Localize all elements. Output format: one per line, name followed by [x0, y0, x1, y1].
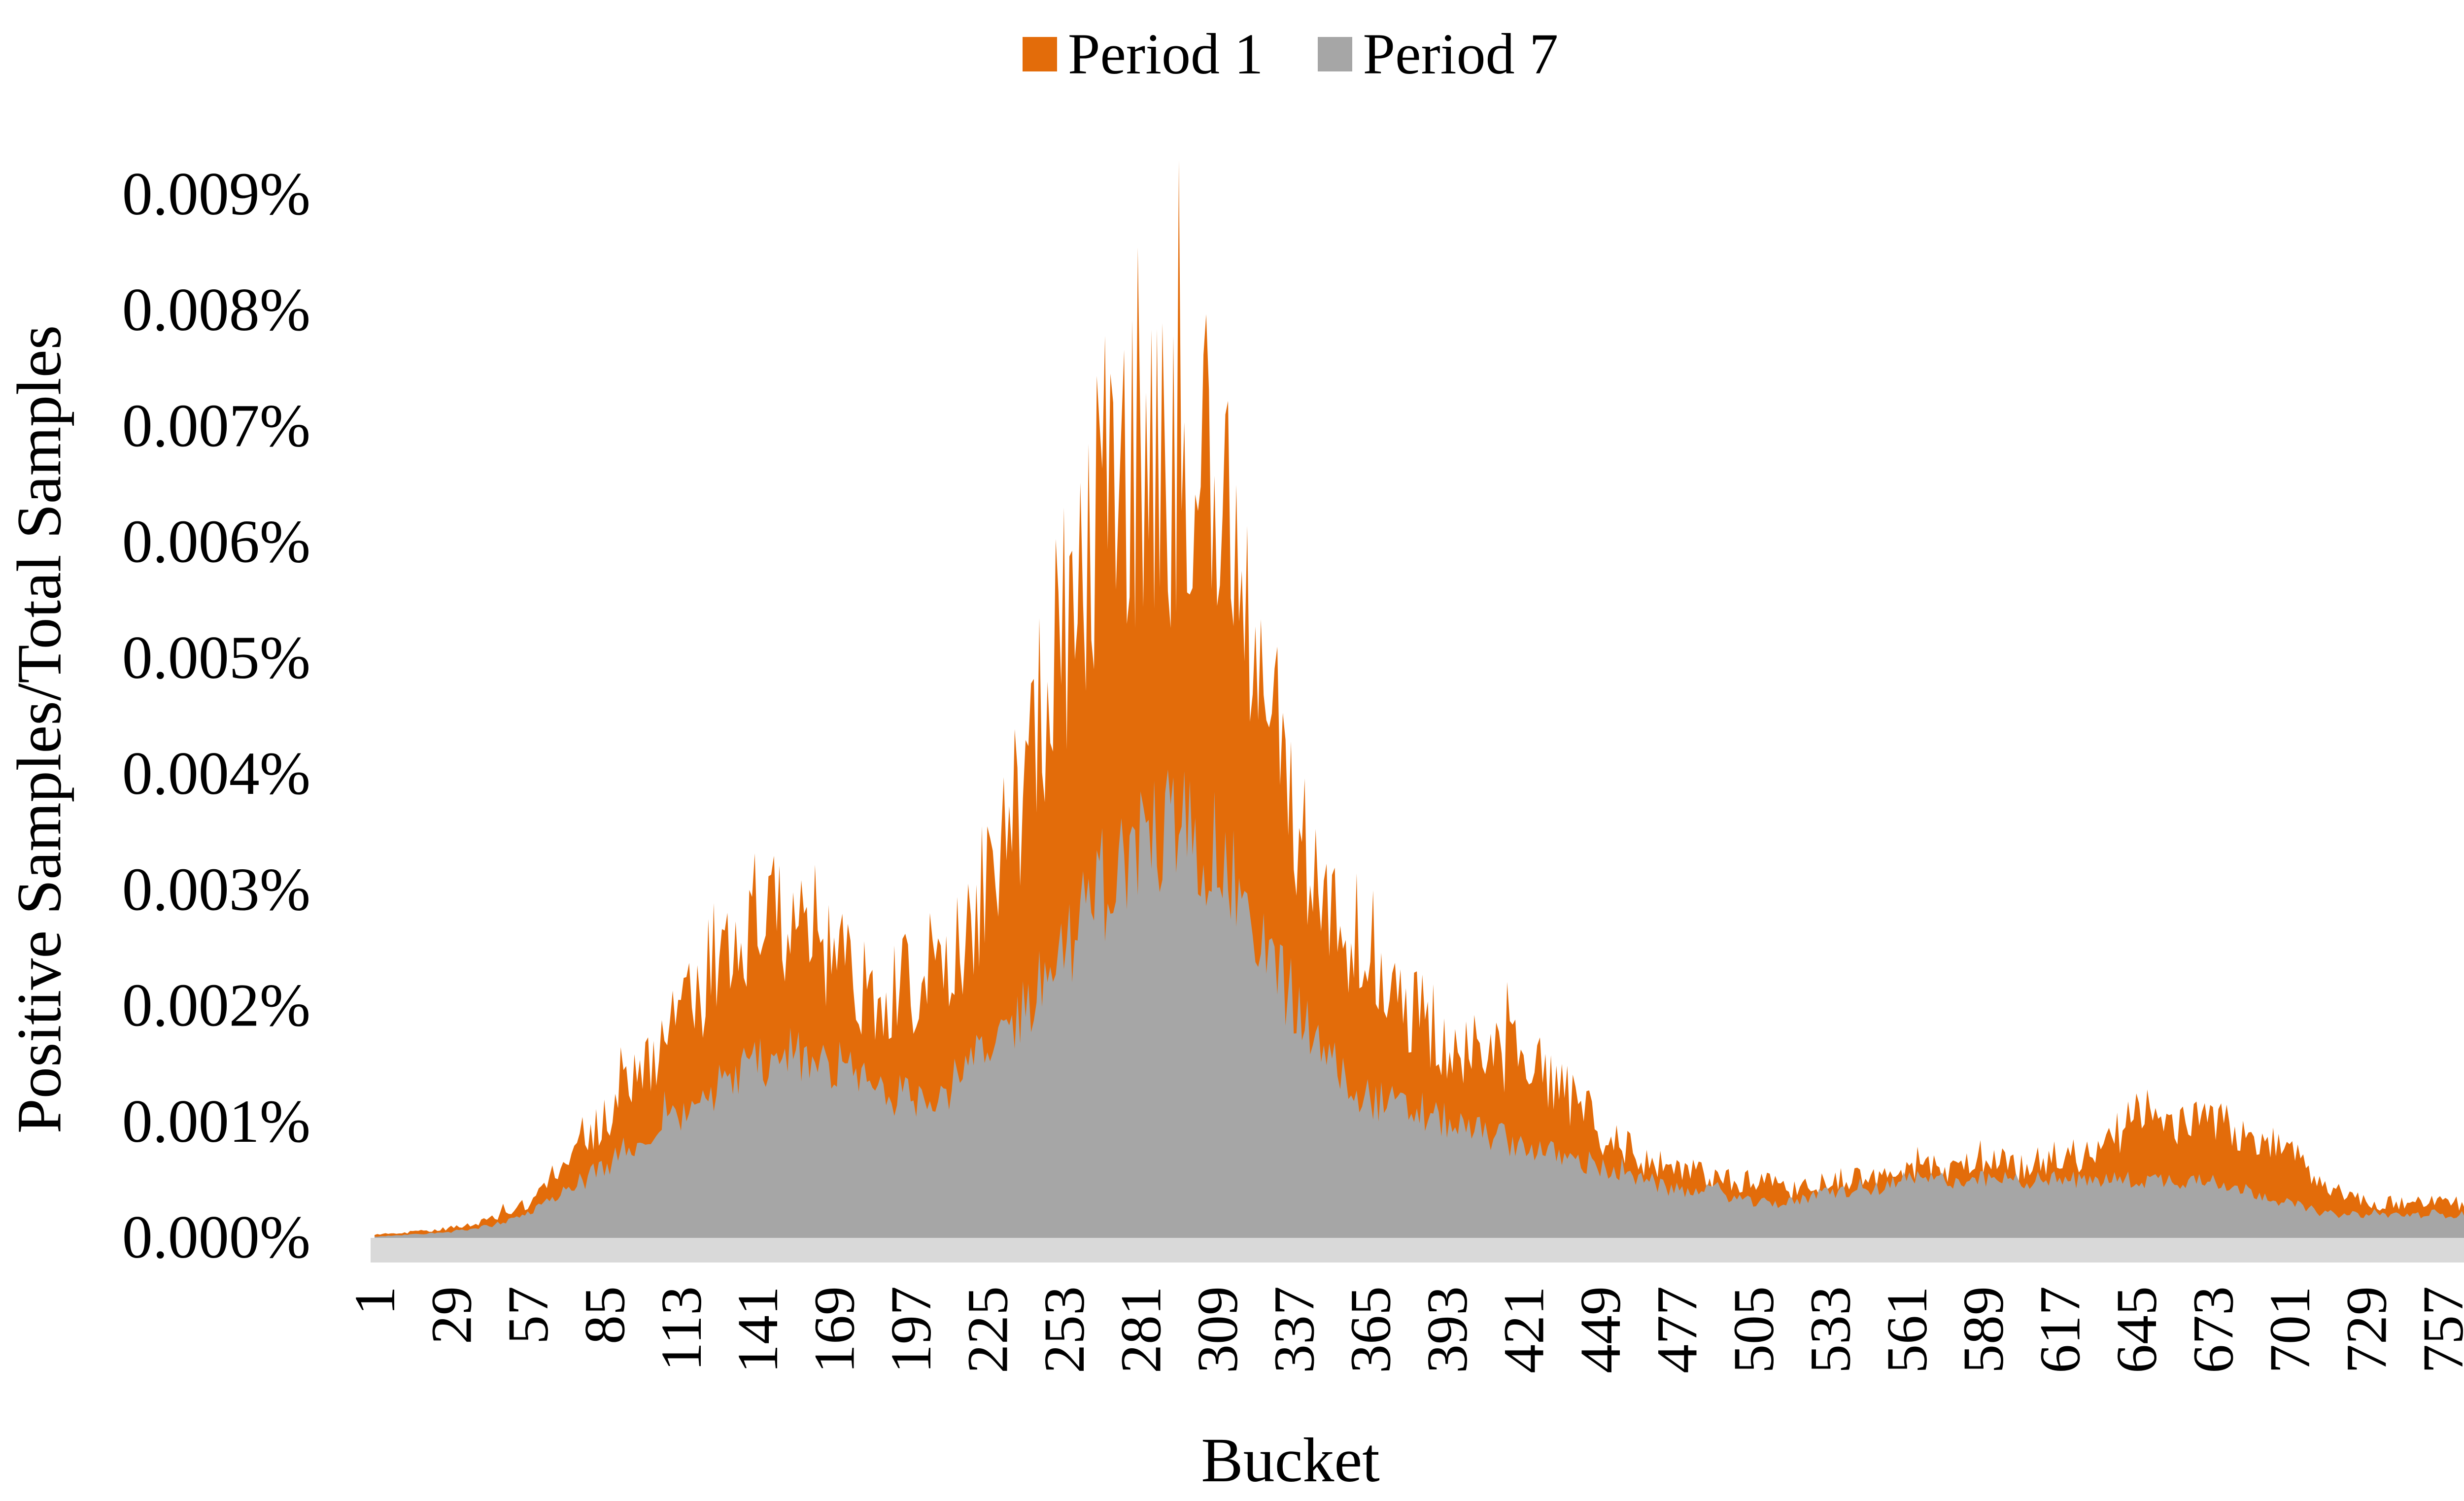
y-tick-label: 0.000%	[122, 1203, 310, 1271]
y-tick-label: 0.007%	[122, 392, 310, 459]
x-tick-label: 113	[649, 1286, 714, 1371]
x-tick-label: 57	[496, 1286, 560, 1344]
x-tick-label: 281	[1108, 1286, 1173, 1373]
y-tick-label: 0.003%	[122, 855, 310, 923]
x-tick-label: 701	[2258, 1286, 2322, 1373]
x-tick-label: 673	[2181, 1286, 2246, 1373]
x-axis-title: Bucket	[1201, 1425, 1380, 1495]
x-tick-label: 533	[1798, 1286, 1862, 1373]
x-tick-label: 85	[572, 1286, 637, 1344]
y-tick-label: 0.001%	[122, 1088, 310, 1155]
y-axis-ticks: 0.000% 0.001% 0.002% 0.003% 0.004% 0.005% 0.00…	[122, 160, 310, 1271]
x-tick-label: 421	[1492, 1286, 1556, 1373]
x-tick-label: 225	[956, 1286, 1020, 1373]
legend-item-period-7[interactable]: Period 7	[1317, 22, 1559, 86]
y-tick-label: 0.004%	[122, 740, 310, 807]
y-tick-label: 0.009%	[122, 160, 310, 228]
x-tick-label: 589	[1951, 1286, 2016, 1373]
x-tick-label: 505	[1721, 1286, 1786, 1373]
x-tick-label: 393	[1415, 1286, 1479, 1373]
x-tick-label: 617	[2028, 1286, 2092, 1373]
y-tick-label: 0.002%	[122, 972, 310, 1039]
x-tick-label: 561	[1875, 1286, 1939, 1373]
x-tick-label: 253	[1032, 1286, 1096, 1373]
x-axis-ticks: 1 29 57 85 113 141 169 197 225 253 281 309 337 365 393…	[342, 1286, 2464, 1373]
y-axis-title: Positive Samples/Total Samples	[4, 325, 74, 1134]
x-tick-label: 169	[802, 1286, 867, 1373]
x-tick-label: 197	[879, 1286, 943, 1373]
x-tick-label: 309	[1185, 1286, 1250, 1373]
x-tick-label: 337	[1262, 1286, 1326, 1373]
area-series-period-1	[375, 160, 2464, 1238]
legend-item-period-1[interactable]: Period 1	[1022, 22, 1264, 86]
x-tick-label: 29	[419, 1286, 483, 1344]
x-tick-label: 141	[725, 1286, 790, 1373]
chart-legend: Period 1 Period 7	[0, 20, 2464, 89]
area-series-period-7	[375, 769, 2464, 1238]
x-tick-label: 757	[2411, 1286, 2464, 1373]
legend-swatch-period-7	[1317, 37, 1352, 71]
x-tick-label: 477	[1645, 1286, 1710, 1373]
legend-swatch-period-1	[1022, 37, 1057, 71]
y-tick-label: 0.006%	[122, 508, 310, 576]
x-tick-label: 1	[342, 1286, 407, 1315]
legend-label-period-7: Period 7	[1363, 22, 1559, 86]
x-tick-label: 645	[2104, 1286, 2169, 1373]
plot-area	[371, 160, 2464, 1262]
y-tick-label: 0.008%	[122, 276, 310, 343]
x-tick-label: 365	[1338, 1286, 1403, 1373]
y-tick-label: 0.005%	[122, 624, 310, 691]
legend-label-period-1: Period 1	[1067, 22, 1264, 86]
x-tick-label: 729	[2334, 1286, 2398, 1373]
x-axis-band	[371, 1238, 2464, 1262]
x-tick-label: 449	[1568, 1286, 1633, 1373]
